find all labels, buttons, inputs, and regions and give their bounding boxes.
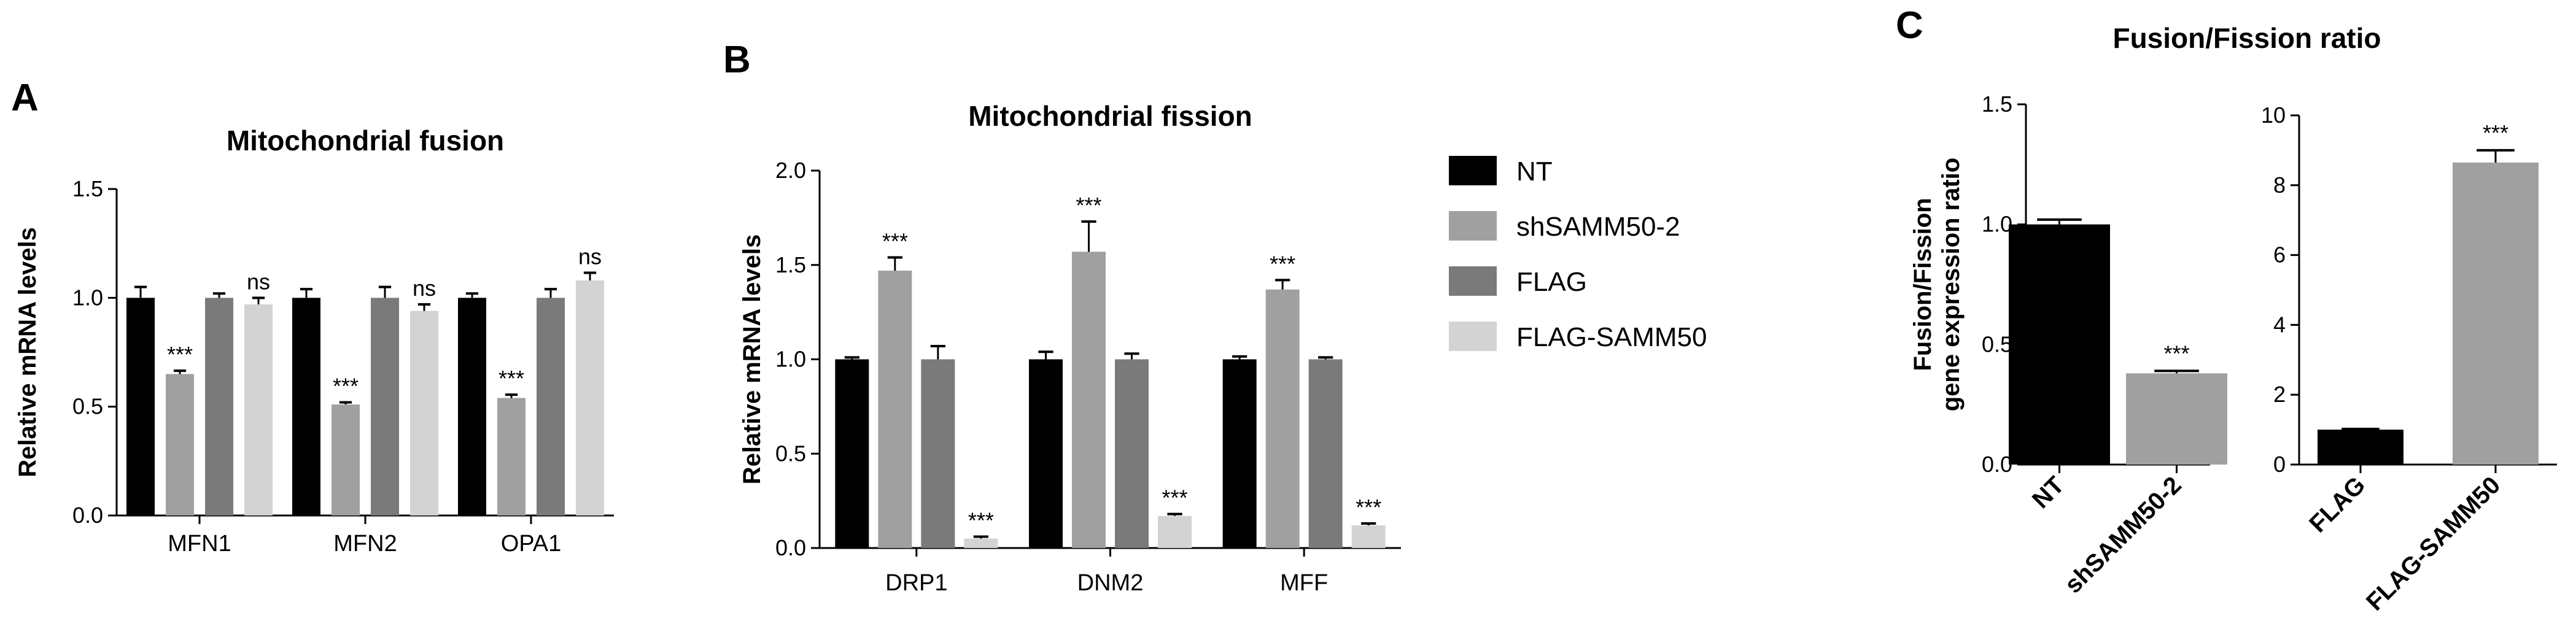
bar-dnm2-3 — [1158, 515, 1192, 548]
bar-mff-3 — [1351, 525, 1386, 548]
significance-label: *** — [2483, 120, 2508, 145]
significance-label: *** — [167, 342, 193, 367]
significance-label: *** — [1162, 485, 1187, 511]
panel-letter-c: C — [1896, 4, 1923, 47]
bar-mfn1-3 — [244, 304, 273, 515]
bar-drp1-2 — [921, 359, 955, 548]
bar-flag — [2318, 430, 2403, 465]
legend: NT shSAMM50-2 FLAG FLAG-SAMM50 — [1449, 156, 1707, 352]
bar-dnm2-2 — [1115, 359, 1149, 548]
bar-mfn2-2 — [371, 298, 399, 515]
chart-title: Fusion/Fission ratio — [2112, 22, 2381, 54]
y-tick-label: 1.5 — [775, 252, 806, 277]
chart-panel-a: 0.0 0.5 1.0 1.5 Mitochondrial fusion Relative… — [14, 125, 614, 557]
chart-panel-b: 0.0 0.5 1.0 1.5 2.0 Mitochondrial fission Rela… — [739, 100, 1401, 596]
bar-nt — [2009, 224, 2110, 465]
y-axis-title-line: Fusion/Fission — [1909, 198, 1936, 371]
bar-mfn2-0 — [292, 298, 320, 515]
significance-label: *** — [1356, 495, 1381, 520]
significance-label: *** — [499, 366, 524, 391]
significance-label: ns — [413, 276, 436, 301]
significance-label: ns — [247, 269, 270, 294]
y-tick-label: 0.5 — [72, 394, 103, 419]
chart-panel-c-right: 0 2 4 6 8 10 FLAG *** FLAG-SAMM50 — [2261, 102, 2557, 616]
x-category-label: DNM2 — [1077, 570, 1144, 596]
x-category-label: FLAG — [2304, 471, 2370, 538]
y-axis-title: Relative mRNA levels — [14, 227, 41, 477]
y-tick-label: 1.5 — [72, 176, 103, 201]
bar-mff-0 — [1222, 359, 1257, 548]
legend-swatch — [1449, 211, 1497, 241]
chart-title: Mitochondrial fission — [968, 100, 1252, 132]
bar-mfn2-3 — [410, 311, 438, 515]
y-tick-label: 8 — [2273, 172, 2286, 198]
significance-label: *** — [968, 508, 994, 533]
y-tick-label: 0.0 — [775, 535, 806, 560]
legend-swatch — [1449, 156, 1497, 185]
bar-drp1-1 — [878, 270, 912, 548]
significance-label: *** — [882, 228, 908, 253]
y-axis-title-line: gene expression ratio — [1938, 158, 1965, 411]
significance-label: *** — [1076, 193, 1101, 218]
bar-drp1-0 — [835, 359, 869, 548]
y-tick-label: 4 — [2273, 312, 2286, 337]
bar-flag-samm50 — [2453, 162, 2539, 465]
x-category-label: FLAG-SAMM50 — [2361, 471, 2505, 616]
y-tick-label: 1.5 — [1982, 91, 2012, 117]
bar-dnm2-0 — [1029, 359, 1063, 548]
bar-opa1-3 — [576, 280, 604, 515]
significance-label: *** — [2163, 341, 2189, 366]
bar-mfn1-0 — [126, 298, 155, 515]
bar-opa1-1 — [497, 398, 526, 515]
x-category-label: shSAMM50-2 — [2060, 471, 2187, 598]
bar-mfn1-1 — [166, 374, 194, 515]
y-tick-label: 2.0 — [775, 158, 806, 183]
legend-label: FLAG — [1516, 267, 1587, 297]
y-tick-label: 0.0 — [72, 503, 103, 528]
panel-letter-b: B — [723, 39, 751, 81]
bar-mff-1 — [1265, 289, 1300, 548]
bar-dnm2-1 — [1072, 252, 1106, 548]
x-category-label: OPA1 — [501, 531, 562, 557]
legend-swatch — [1449, 322, 1497, 351]
x-category-label: MFF — [1280, 570, 1328, 596]
legend-label: FLAG-SAMM50 — [1516, 322, 1707, 352]
bar-shsamm50-2 — [2126, 373, 2227, 465]
significance-label: *** — [333, 374, 359, 399]
bar-mff-2 — [1308, 359, 1343, 548]
y-tick-label: 0.5 — [1982, 331, 2012, 357]
y-tick-label: 1.0 — [775, 347, 806, 372]
y-tick-label: 10 — [2261, 102, 2286, 128]
legend-swatch — [1449, 266, 1497, 296]
significance-label: *** — [1270, 251, 1295, 276]
chart-title: Mitochondrial fusion — [227, 125, 504, 156]
panel-letter-a: A — [11, 77, 39, 119]
x-category-label: MFN1 — [168, 531, 231, 557]
x-category-label: NT — [2027, 471, 2070, 514]
y-tick-label: 0 — [2273, 452, 2286, 477]
bar-mfn2-1 — [332, 404, 360, 515]
x-category-label: MFN2 — [333, 531, 397, 557]
legend-label: NT — [1516, 156, 1553, 187]
bar-drp1-3 — [964, 538, 998, 548]
y-tick-label: 1.0 — [1982, 212, 2012, 237]
y-tick-label: 2 — [2273, 382, 2286, 407]
y-tick-label: 1.0 — [72, 285, 103, 310]
legend-label: shSAMM50-2 — [1516, 212, 1680, 242]
bar-opa1-2 — [537, 298, 565, 515]
y-tick-label: 0.0 — [1982, 452, 2012, 477]
bar-mfn1-2 — [205, 298, 233, 515]
significance-label: ns — [578, 244, 602, 269]
y-axis-title: Relative mRNA levels — [739, 234, 766, 485]
y-tick-label: 0.5 — [775, 441, 806, 466]
y-tick-label: 6 — [2273, 242, 2286, 268]
bar-opa1-0 — [458, 298, 486, 515]
x-category-label: DRP1 — [885, 570, 947, 596]
